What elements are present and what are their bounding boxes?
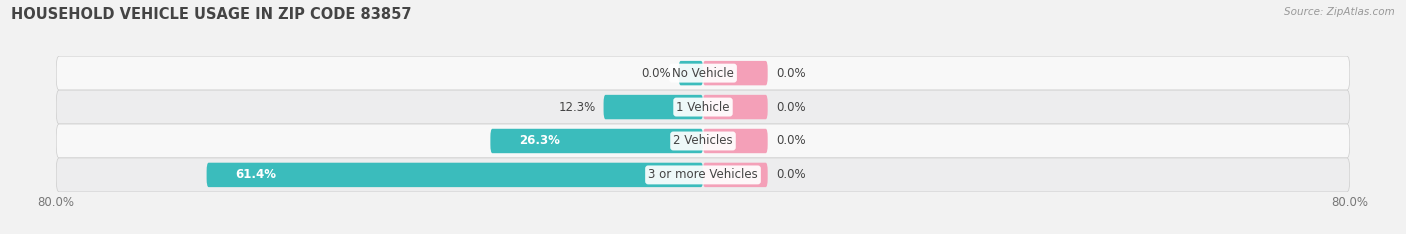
Text: 26.3%: 26.3% [519, 135, 560, 147]
Text: No Vehicle: No Vehicle [672, 67, 734, 80]
FancyBboxPatch shape [703, 163, 768, 187]
FancyBboxPatch shape [56, 124, 1350, 158]
FancyBboxPatch shape [703, 61, 768, 85]
FancyBboxPatch shape [491, 129, 703, 153]
Text: 0.0%: 0.0% [776, 101, 806, 113]
Text: 2 Vehicles: 2 Vehicles [673, 135, 733, 147]
Text: 0.0%: 0.0% [776, 135, 806, 147]
Text: 61.4%: 61.4% [235, 168, 276, 181]
Text: 0.0%: 0.0% [776, 168, 806, 181]
Text: Source: ZipAtlas.com: Source: ZipAtlas.com [1284, 7, 1395, 17]
FancyBboxPatch shape [56, 158, 1350, 192]
Text: HOUSEHOLD VEHICLE USAGE IN ZIP CODE 83857: HOUSEHOLD VEHICLE USAGE IN ZIP CODE 8385… [11, 7, 412, 22]
FancyBboxPatch shape [703, 95, 768, 119]
Text: 12.3%: 12.3% [558, 101, 596, 113]
FancyBboxPatch shape [56, 56, 1350, 90]
FancyBboxPatch shape [56, 90, 1350, 124]
Text: 0.0%: 0.0% [641, 67, 671, 80]
Text: 1 Vehicle: 1 Vehicle [676, 101, 730, 113]
FancyBboxPatch shape [603, 95, 703, 119]
Text: 3 or more Vehicles: 3 or more Vehicles [648, 168, 758, 181]
Text: 0.0%: 0.0% [776, 67, 806, 80]
FancyBboxPatch shape [679, 61, 703, 85]
FancyBboxPatch shape [703, 129, 768, 153]
FancyBboxPatch shape [207, 163, 703, 187]
